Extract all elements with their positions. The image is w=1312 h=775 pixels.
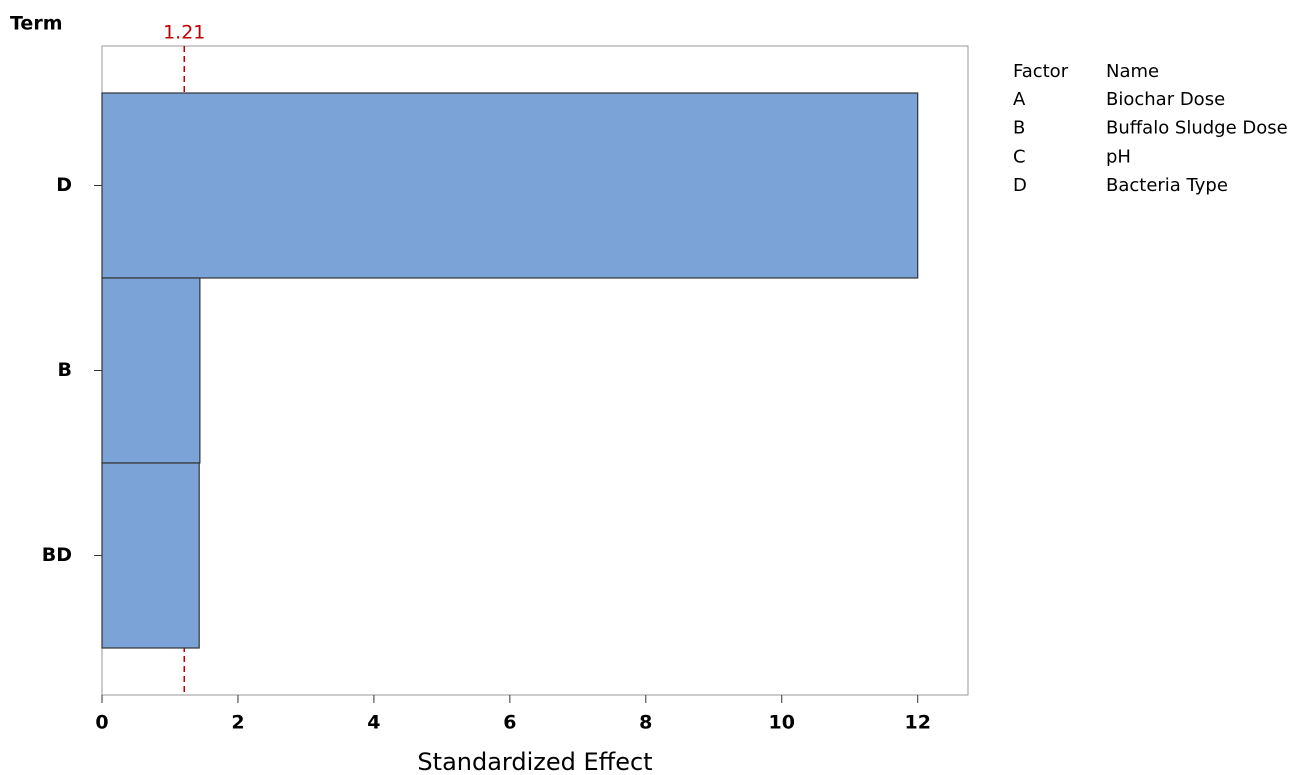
x-tick-label: 6 xyxy=(503,712,516,734)
factor-table-cell: pH xyxy=(1106,146,1131,167)
x-tick-label: 2 xyxy=(231,712,244,734)
factor-table-cell: A xyxy=(1013,89,1026,110)
x-axis-label: Standardized Effect xyxy=(417,748,652,775)
factor-table-cell: D xyxy=(1013,175,1027,196)
factor-table-cell: C xyxy=(1013,146,1026,167)
factor-table-header: Factor xyxy=(1013,61,1069,82)
reference-label: 1.21 xyxy=(163,22,205,44)
x-tick-label: 10 xyxy=(769,712,795,734)
y-tick-label: BD xyxy=(42,544,72,566)
bar xyxy=(101,92,919,279)
factor-table-header: Name xyxy=(1106,61,1159,82)
factor-table-cell: Biochar Dose xyxy=(1106,89,1225,110)
x-tick-label: 8 xyxy=(639,712,652,734)
factor-table-cell: Buffalo Sludge Dose xyxy=(1106,118,1288,139)
factor-table-cell: B xyxy=(1013,118,1025,139)
y-tick-label: D xyxy=(56,174,72,196)
y-tick-label: B xyxy=(58,359,72,381)
x-tick-label: 12 xyxy=(904,712,930,734)
x-tick-label: 0 xyxy=(95,712,108,734)
bar xyxy=(101,277,201,464)
y-axis-label: Term xyxy=(10,13,63,35)
bar xyxy=(101,462,200,649)
x-tick-label: 4 xyxy=(367,712,380,734)
factor-table-cell: Bacteria Type xyxy=(1106,175,1228,196)
